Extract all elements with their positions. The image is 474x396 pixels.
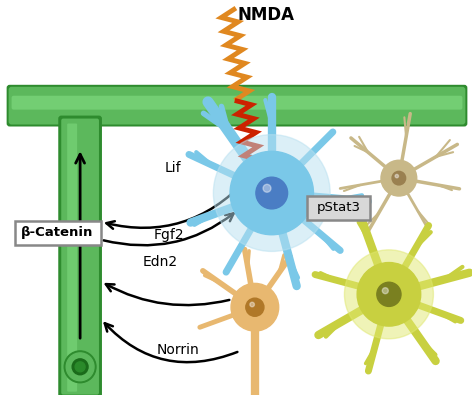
- FancyBboxPatch shape: [7, 85, 467, 126]
- Text: β-Catenin: β-Catenin: [21, 226, 93, 239]
- Circle shape: [230, 151, 313, 235]
- Circle shape: [72, 359, 88, 375]
- Text: Edn2: Edn2: [143, 255, 178, 270]
- Circle shape: [66, 353, 94, 381]
- Circle shape: [75, 362, 85, 372]
- Circle shape: [377, 282, 401, 307]
- Circle shape: [213, 135, 330, 251]
- FancyBboxPatch shape: [307, 196, 370, 220]
- FancyBboxPatch shape: [61, 118, 99, 394]
- Circle shape: [64, 351, 96, 383]
- Text: Fgf2: Fgf2: [153, 228, 184, 242]
- Text: pStat3: pStat3: [316, 202, 360, 214]
- Circle shape: [256, 177, 288, 209]
- FancyBboxPatch shape: [9, 87, 465, 124]
- FancyBboxPatch shape: [15, 221, 101, 245]
- Circle shape: [381, 160, 417, 196]
- FancyBboxPatch shape: [67, 124, 77, 392]
- Text: Norrin: Norrin: [157, 343, 200, 357]
- Circle shape: [231, 284, 279, 331]
- Circle shape: [345, 250, 433, 339]
- Circle shape: [263, 184, 271, 192]
- FancyBboxPatch shape: [11, 96, 463, 110]
- Circle shape: [395, 174, 399, 178]
- Text: NMDA: NMDA: [238, 6, 295, 24]
- Circle shape: [357, 263, 421, 326]
- Text: Lif: Lif: [164, 161, 181, 175]
- Circle shape: [392, 171, 406, 185]
- Circle shape: [246, 298, 264, 316]
- Circle shape: [383, 287, 388, 294]
- Circle shape: [250, 302, 255, 307]
- FancyBboxPatch shape: [58, 116, 102, 396]
